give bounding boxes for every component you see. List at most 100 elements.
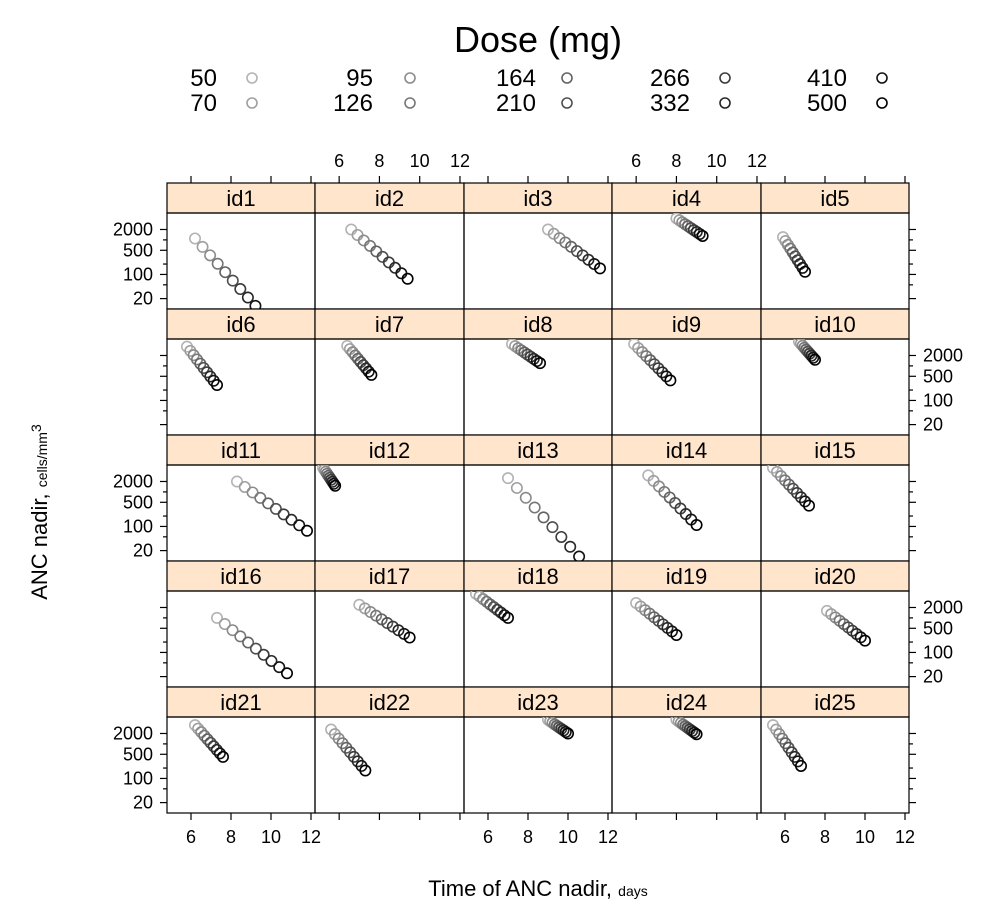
- legend-label-95: 95: [346, 65, 373, 92]
- strip-label-id11: id11: [221, 438, 261, 463]
- strip-label-id18: id18: [517, 564, 559, 589]
- strip-id5: [760, 182, 910, 214]
- point-id7-dose-266: [357, 359, 370, 372]
- y-tick-label: 2000: [923, 345, 963, 365]
- strip-id25: [760, 686, 910, 718]
- point-id2-dose-500: [401, 272, 414, 285]
- x-tick-label: 12: [747, 151, 767, 171]
- point-id7-dose-164: [351, 352, 364, 365]
- panel-id24: id24: [611, 686, 762, 814]
- legend-symbol-95: [404, 72, 416, 84]
- point-id8-dose-332: [527, 352, 540, 365]
- panel-id22: id22: [314, 686, 465, 814]
- strip-label-id7: id7: [375, 312, 404, 337]
- strip-label-id14: id14: [666, 438, 708, 463]
- y-tick-label: 2000: [923, 597, 963, 617]
- point-id16-dose-164: [242, 636, 255, 649]
- y-tick-label: 20: [923, 415, 943, 435]
- strip-label-id2: id2: [375, 186, 404, 211]
- point-id21-dose-50: [189, 719, 202, 732]
- point-id7-dose-410: [362, 365, 375, 378]
- panel-id5: id5: [760, 182, 910, 310]
- point-id10-dose-332: [805, 349, 818, 362]
- strip-id20: [760, 560, 910, 592]
- point-id16-dose-266: [257, 648, 270, 661]
- point-id13-dose-164: [537, 511, 550, 524]
- point-id14-dose-500: [690, 519, 703, 532]
- panel-id23: id23: [463, 686, 613, 814]
- legend-label-266: 266: [650, 65, 690, 92]
- point-id9-dose-210: [648, 358, 661, 371]
- y-tick-label: 100: [123, 264, 153, 284]
- point-id10-dose-500: [808, 353, 821, 366]
- plot-area-id8: [463, 338, 613, 436]
- strip-id1: [166, 182, 316, 214]
- panel-id12: id12: [314, 434, 465, 562]
- point-id16-dose-95: [226, 624, 239, 637]
- points-id11: [231, 475, 313, 537]
- point-id9-dose-50: [628, 339, 641, 350]
- strip-label-id12: id12: [369, 438, 411, 463]
- legend-symbol-164: [561, 72, 573, 84]
- strip-label-id15: id15: [814, 438, 856, 463]
- point-id8-dose-95: [512, 342, 525, 355]
- point-id7-dose-50: [341, 339, 354, 352]
- strip-id7: [314, 308, 465, 340]
- points-id18: [470, 591, 514, 624]
- point-id4-dose-500: [696, 229, 709, 242]
- point-id8-dose-126: [515, 344, 528, 357]
- point-id20-dose-500: [858, 634, 871, 647]
- strip-label-id21: id21: [220, 690, 262, 715]
- panel-id25: id25: [760, 686, 910, 814]
- y-tick-label: 100: [123, 768, 153, 788]
- point-id13-dose-266: [555, 530, 568, 543]
- plot-area-id21: [166, 716, 316, 814]
- point-id11-dose-70: [238, 480, 251, 493]
- point-id2-dose-50: [345, 223, 358, 236]
- point-id13-dose-210: [546, 521, 559, 534]
- panel-id18: id18: [463, 560, 613, 688]
- point-id11-dose-164: [262, 497, 275, 510]
- points-id19: [630, 596, 683, 641]
- panel-id20: id20: [760, 560, 910, 688]
- point-id2-dose-332: [389, 261, 402, 274]
- x-tick-label: 10: [261, 827, 281, 847]
- legend-label-332: 332: [650, 90, 690, 117]
- legend-label-210: 210: [496, 90, 536, 117]
- point-id15-dose-500: [802, 499, 815, 512]
- panel-id8: id8: [463, 308, 613, 436]
- points-id3: [541, 223, 606, 275]
- y-tick-label: 2000: [113, 723, 153, 743]
- points-id25: [766, 719, 807, 772]
- point-id11-dose-410: [293, 519, 306, 532]
- legend-symbol-126: [404, 97, 416, 109]
- point-id15-dose-164: [782, 478, 795, 491]
- y-tick-label: 500: [923, 618, 953, 638]
- point-id16-dose-210: [249, 642, 262, 655]
- panel-id10: id10: [760, 308, 910, 436]
- points-id15: [767, 465, 815, 512]
- point-id2-dose-126: [364, 239, 377, 252]
- point-id21-dose-500: [217, 750, 230, 763]
- panels: id1 id2 id3 id4 id5 id6 id7 id8 id9 id10 id11 id12 i…: [166, 182, 910, 814]
- y-tick-label: 20: [133, 541, 153, 561]
- point-id23-dose-500: [561, 727, 574, 740]
- plot-area-id17: [314, 590, 465, 688]
- y-tick-label: 20: [923, 667, 943, 687]
- point-id9-dose-70: [632, 342, 645, 355]
- point-id23-dose-410: [559, 725, 572, 738]
- point-id24-dose-500: [690, 728, 703, 741]
- points-id8: [506, 339, 546, 370]
- point-id25-dose-500: [794, 759, 807, 772]
- strip-label-id19: id19: [666, 564, 708, 589]
- panel-id2: id2: [314, 182, 465, 310]
- point-id16-dose-500: [280, 667, 293, 680]
- point-id15-dose-266: [790, 487, 803, 500]
- plot-area-id22: [314, 716, 465, 814]
- points-id16: [211, 611, 293, 680]
- strip-label-id3: id3: [523, 186, 552, 211]
- point-id21-dose-95: [195, 726, 208, 739]
- x-tick-label: 10: [707, 151, 727, 171]
- legend-symbol-332: [719, 97, 731, 109]
